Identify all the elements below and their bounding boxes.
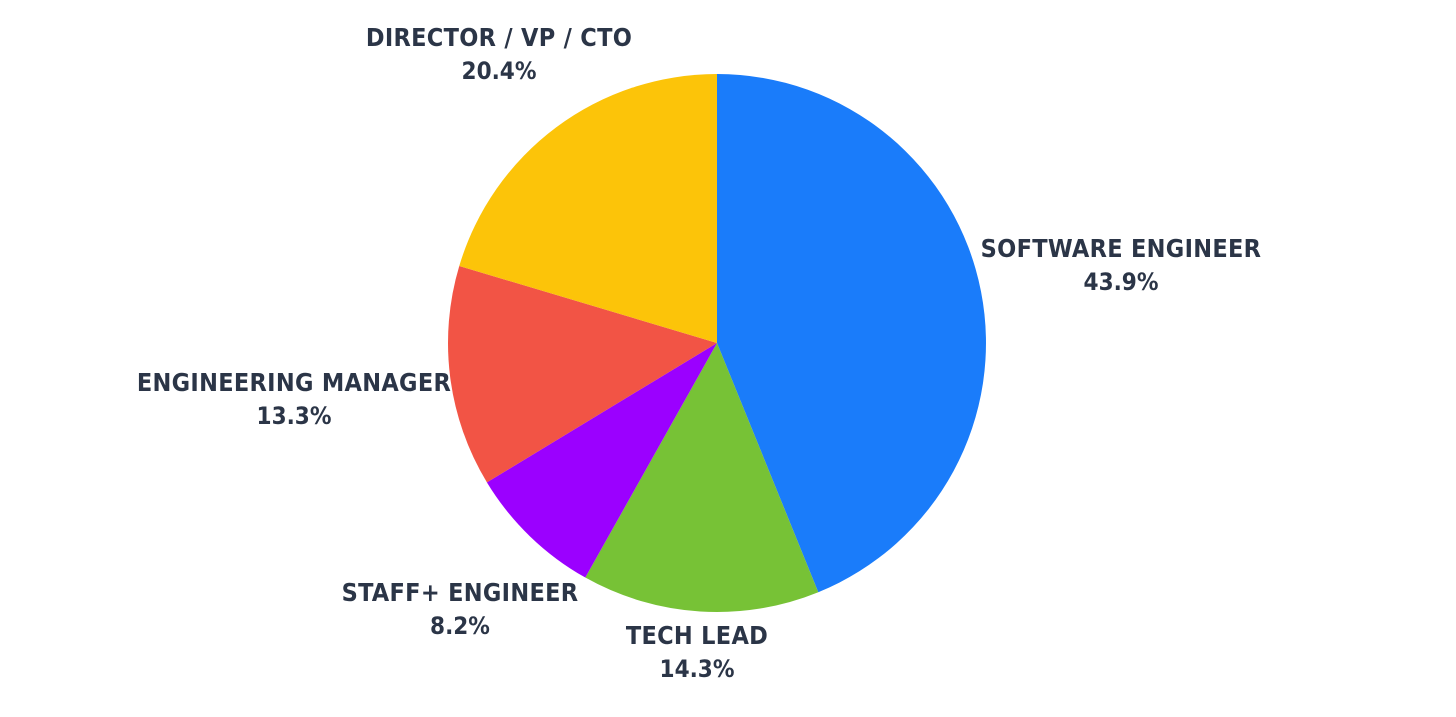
slice-value-engineering-manager: 13.3%	[257, 402, 332, 430]
pie-slice-engineering-manager	[448, 266, 717, 483]
slice-label-software-engineer: SOFTWARE ENGINEER	[981, 234, 1262, 263]
pie-slice-tech-lead	[585, 343, 819, 612]
slice-label-tech-lead: TECH LEAD	[626, 621, 768, 650]
slice-value-staff-engineer: 8.2%	[430, 612, 490, 640]
pie-labels: SOFTWARE ENGINEER 43.9% TECH LEAD 14.3% STAF…	[137, 23, 1261, 683]
slice-value-tech-lead: 14.3%	[660, 655, 735, 683]
slice-label-engineering-manager: ENGINEERING MANAGER	[137, 368, 451, 397]
slice-label-staff-engineer: STAFF+ ENGINEER	[342, 578, 579, 607]
pie-slice-staff-engineer	[486, 343, 717, 578]
pie-slices	[448, 74, 986, 612]
slice-value-director-vp-cto: 20.4%	[462, 57, 537, 85]
pie-slice-software-engineer	[717, 74, 986, 593]
slice-value-software-engineer: 43.9%	[1084, 268, 1159, 296]
slice-label-director-vp-cto: DIRECTOR / VP / CTO	[366, 23, 632, 52]
pie-slice-director-vp-cto	[459, 74, 717, 343]
